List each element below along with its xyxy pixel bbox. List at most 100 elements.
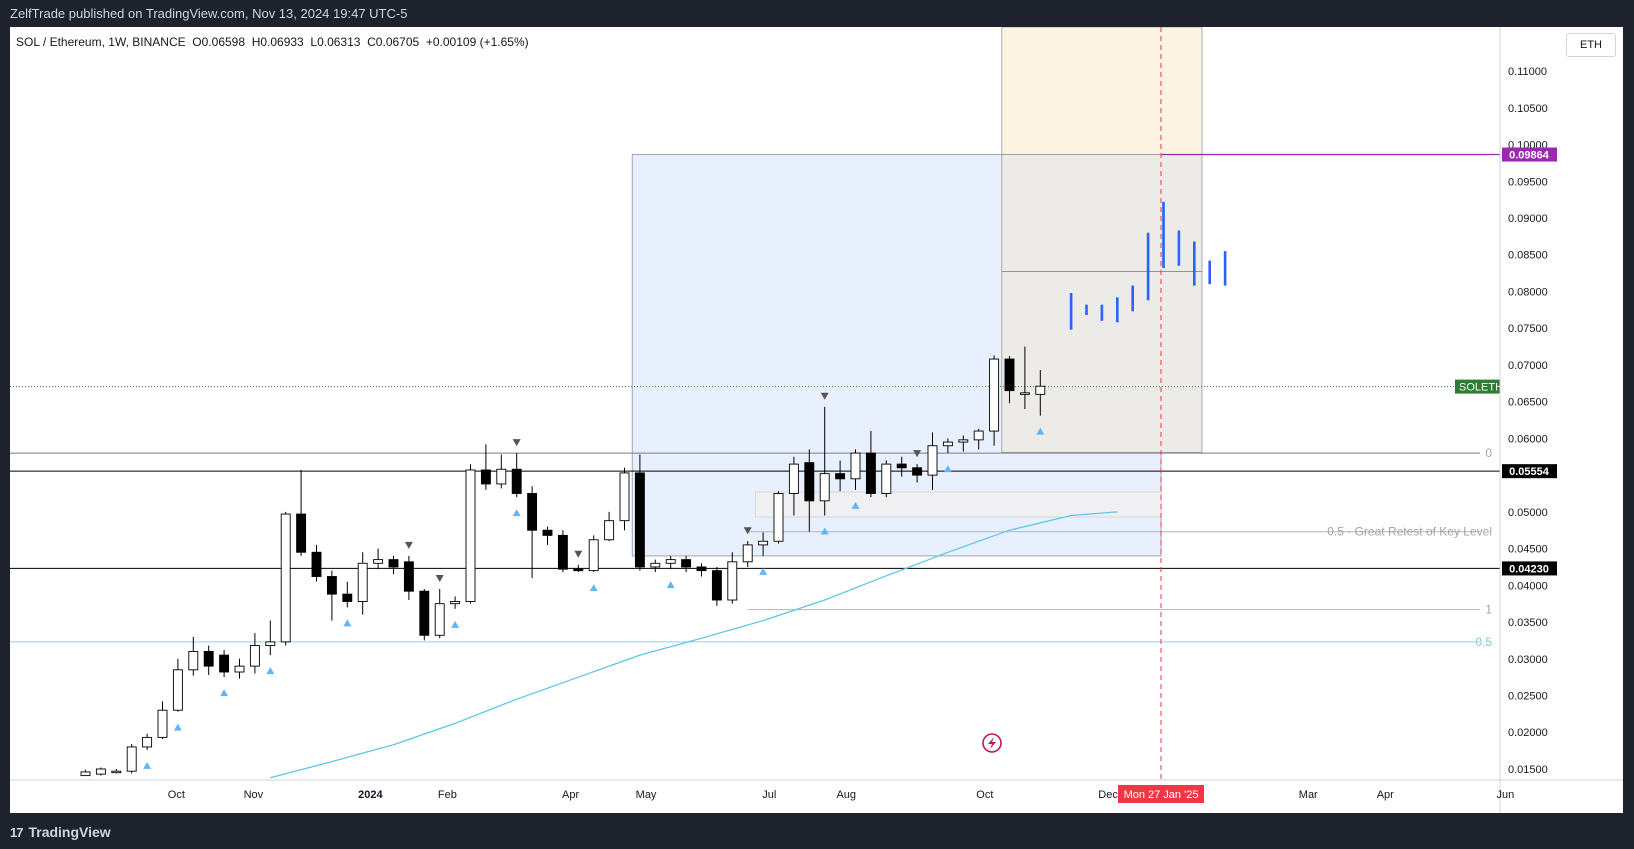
markers-layer: [143, 392, 1045, 769]
candle-body: [927, 445, 938, 476]
candle-body: [234, 665, 245, 673]
price-tick-label: 0.04000: [1508, 580, 1548, 592]
candle-body: [527, 493, 538, 531]
candle-body: [388, 559, 399, 568]
price-tick-label: 0.09500: [1508, 176, 1548, 188]
candle-body: [95, 768, 106, 775]
candle-body: [773, 493, 784, 542]
candles-layer: [80, 346, 1046, 777]
currency-button[interactable]: ETH: [1566, 33, 1616, 57]
candlestick-chart[interactable]: SOLETH 0 0.5 · Great Retest of Key Level 1 0…: [10, 27, 1623, 813]
candle-body: [1035, 385, 1046, 395]
date-marker-label: Mon 27 Jan '25: [1124, 789, 1199, 801]
candle-body: [373, 559, 384, 564]
candle-body: [958, 439, 969, 443]
candle-body: [650, 562, 661, 568]
lightning-icon-bolt: [988, 737, 996, 749]
fib-level-label: 0: [1485, 446, 1492, 460]
candle-body: [419, 590, 430, 636]
candle-body: [126, 746, 137, 772]
up-arrow-marker: [451, 620, 460, 628]
candle-body: [758, 540, 769, 546]
candle-body: [865, 452, 876, 494]
up-arrow-marker: [820, 527, 829, 535]
candle-body: [573, 568, 584, 572]
time-tick-label: Apr: [562, 789, 579, 801]
candle-body: [681, 559, 692, 568]
target-price-label-bg: [1502, 147, 1557, 162]
level-price-label: 0.04230: [1509, 563, 1549, 575]
time-tick-label: May: [636, 789, 657, 801]
ohlc-high: H0.06933: [251, 35, 304, 49]
candle-body: [326, 576, 337, 595]
candle-body: [172, 669, 183, 711]
candle-body: [157, 709, 168, 738]
price-tick-label: 0.03500: [1508, 617, 1548, 629]
moving-average-line: [270, 511, 1118, 779]
ohlc-low: L0.06313: [310, 35, 361, 49]
time-tick-label: Jun: [1497, 789, 1515, 801]
publisher-header: ZelfTrade published on TradingView.com, …: [10, 6, 408, 21]
symbol-exchange: BINANCE: [132, 35, 186, 49]
candle-body: [450, 601, 461, 605]
tradingview-logo[interactable]: 17 TradingView: [10, 824, 111, 840]
price-tick-label: 0.08500: [1508, 250, 1548, 262]
candle-body: [850, 452, 861, 480]
last-price-label: 0.06705: [1508, 382, 1548, 394]
fib-level-label: 0.5 · Great Retest of Key Level: [1327, 525, 1492, 539]
candle-body: [142, 736, 153, 748]
chart-pane[interactable]: SOLETH 0 0.5 · Great Retest of Key Level 1 0…: [10, 27, 1623, 813]
price-tick-label: 0.05000: [1508, 507, 1548, 519]
up-arrow-marker: [266, 667, 275, 675]
up-arrow-marker: [851, 501, 860, 509]
up-arrow-marker: [1036, 427, 1045, 435]
candle-body: [188, 650, 199, 671]
candle-body: [588, 539, 599, 572]
lightning-icon: [982, 733, 1002, 753]
up-arrow-marker: [589, 584, 598, 592]
candle-body: [804, 462, 815, 502]
time-tick-label: Mar: [1299, 789, 1318, 801]
time-tick-label: Aug: [836, 789, 856, 801]
candle-body: [604, 520, 615, 541]
date-marker-label-bg: [1118, 785, 1204, 803]
down-arrow-marker: [574, 550, 583, 558]
candle-body: [619, 472, 630, 522]
price-tick-label: 0.04500: [1508, 544, 1548, 556]
up-arrow-marker: [943, 465, 952, 473]
tradingview-logo-icon: 17: [10, 824, 24, 840]
price-tick-label: 0.09000: [1508, 213, 1548, 225]
time-tick-label: Nov: [244, 789, 264, 801]
candle-body: [80, 771, 91, 777]
candle-body: [357, 562, 368, 602]
candle-body: [296, 513, 307, 553]
price-tick-label: 0.07500: [1508, 323, 1548, 335]
up-arrow-marker: [512, 509, 521, 517]
orange-target-zone: [1001, 27, 1203, 155]
up-arrow-marker: [759, 567, 768, 575]
last-price-symbol: SOLETH: [1459, 382, 1503, 394]
candle-body: [634, 472, 645, 568]
price-tick-label: 0.02500: [1508, 691, 1548, 703]
down-arrow-marker: [404, 541, 413, 549]
candle-body: [496, 468, 507, 485]
candle-body: [249, 645, 260, 667]
candle-body: [311, 551, 322, 577]
level-price-label-bg: [1502, 561, 1557, 576]
up-arrow-marker: [143, 761, 152, 769]
up-arrow-marker: [343, 619, 352, 627]
time-tick-label: Oct: [976, 789, 993, 801]
tradingview-logo-text: TradingView: [28, 824, 111, 840]
ohlc-change: +0.00109 (+1.65%): [425, 35, 529, 49]
candle-body: [265, 641, 276, 647]
down-arrow-marker: [820, 392, 829, 400]
level-price-label: 0.05554: [1509, 466, 1550, 478]
candle-body: [111, 770, 122, 774]
time-tick-label: Feb: [438, 789, 457, 801]
candle-body: [203, 650, 214, 667]
candle-body: [788, 463, 799, 494]
time-tick-label: 2024: [358, 789, 383, 801]
axis-layer: 0.110000.105000.100000.095000.090000.085…: [10, 27, 1623, 813]
up-arrow-marker: [220, 689, 229, 697]
fib-level-label: 1: [1485, 603, 1492, 617]
